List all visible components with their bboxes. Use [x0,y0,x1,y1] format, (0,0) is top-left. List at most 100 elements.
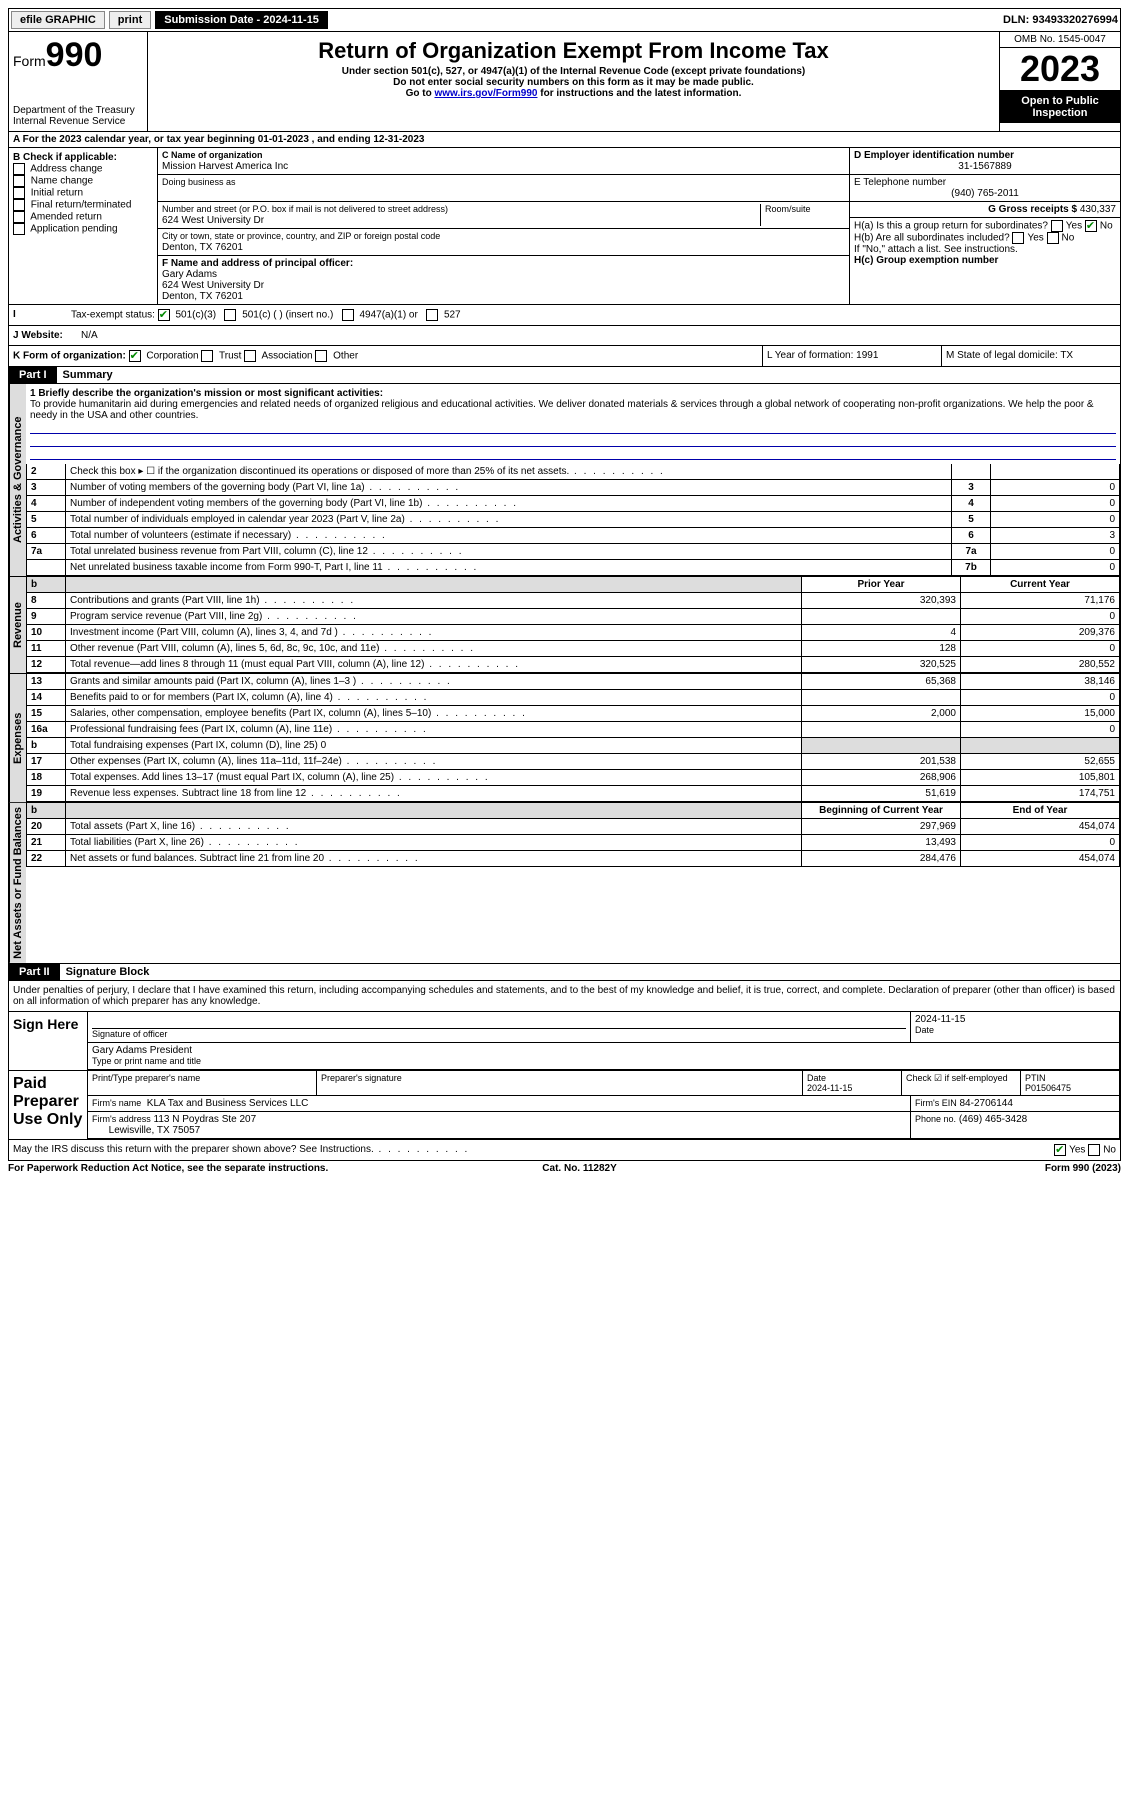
firm-name: KLA Tax and Business Services LLC [147,1098,309,1109]
form-footer: Form 990 (2023) [1045,1163,1121,1174]
financial-row: 10Investment income (Part VIII, column (… [27,625,1120,641]
financial-row: 13Grants and similar amounts paid (Part … [27,674,1120,690]
firm-addr2: Lewisville, TX 75057 [109,1125,201,1136]
checkbox-final-return-terminated: Final return/terminated [13,199,153,211]
dba-label: Doing business as [162,177,236,187]
street-address: 624 West University Dr [162,215,264,226]
part1-title: Summary [57,367,119,383]
col-b-header: B Check if applicable: [13,152,153,163]
financial-row: 17Other expenses (Part IX, column (A), l… [27,754,1120,770]
perjury-statement: Under penalties of perjury, I declare th… [8,981,1121,1012]
other-checkbox[interactable] [315,350,327,362]
summary-row: 4Number of independent voting members of… [27,496,1120,512]
discuss-no-checkbox[interactable] [1088,1144,1100,1156]
summary-row: 2Check this box ▸ ☐ if the organization … [27,464,1120,480]
501c-checkbox[interactable] [224,309,236,321]
prep-sig-hdr: Preparer's signature [317,1071,803,1095]
entity-info: B Check if applicable: Address change Na… [8,148,1121,305]
assoc-checkbox[interactable] [244,350,256,362]
501c3-checkbox[interactable] [158,309,170,321]
financial-row: 18Total expenses. Add lines 13–17 (must … [27,770,1120,786]
submission-date: Submission Date - 2024-11-15 [155,11,328,29]
corp-checkbox[interactable] [129,350,141,362]
ha-no-checkbox[interactable] [1085,220,1097,232]
ptin-value: P01506475 [1025,1083,1071,1093]
officer-name: Gary Adams [162,269,217,280]
irs-label: Internal Revenue Service [13,116,143,127]
gross-receipts: 430,337 [1080,204,1116,215]
part2-header: Part II [9,964,60,980]
goto-post: for instructions and the latest informat… [537,88,741,99]
self-employed-hdr: Check ☑ if self-employed [902,1071,1021,1095]
checkbox-name-change: Name change [13,175,153,187]
form-label: Form [13,53,46,69]
financial-section: RevenuebPrior YearCurrent Year8Contribut… [8,577,1121,674]
527-checkbox[interactable] [426,309,438,321]
ha-label: H(a) Is this a group return for subordin… [854,221,1048,232]
summary-row: Net unrelated business taxable income fr… [27,560,1120,576]
officer-addr2: Denton, TX 76201 [162,291,243,302]
firm-phone: (469) 465-3428 [959,1114,1027,1125]
financial-row: 19Revenue less expenses. Subtract line 1… [27,786,1120,802]
financial-row: 22Net assets or fund balances. Subtract … [27,851,1120,867]
4947-checkbox[interactable] [342,309,354,321]
financial-row: 16aProfessional fundraising fees (Part I… [27,722,1120,738]
part1-header: Part I [9,367,57,383]
financial-row: 14Benefits paid to or for members (Part … [27,690,1120,706]
discuss-yes-checkbox[interactable] [1054,1144,1066,1156]
room-label: Room/suite [760,204,845,226]
summary-table: 2Check this box ▸ ☐ if the organization … [26,464,1120,576]
city-label: City or town, state or province, country… [162,231,440,241]
date-label: Date [915,1025,934,1035]
print-button[interactable]: print [109,11,151,29]
phone-value: (940) 765-2011 [854,188,1116,199]
firm-addr1: 113 N Poydras Ste 207 [154,1114,257,1125]
checkbox-address-change: Address change [13,163,153,175]
ha-yes-checkbox[interactable] [1051,220,1063,232]
sig-officer-label: Signature of officer [92,1029,167,1039]
firm-ein: 84-2706144 [960,1098,1013,1109]
mission-label: 1 Briefly describe the organization's mi… [30,388,1116,399]
financial-row: 11Other revenue (Part VIII, column (A), … [27,641,1120,657]
discuss-question: May the IRS discuss this return with the… [13,1144,1054,1156]
financial-row: 12Total revenue—add lines 8 through 11 (… [27,657,1120,673]
form-number: 990 [46,36,103,74]
subtitle-1: Under section 501(c), 527, or 4947(a)(1)… [152,66,995,77]
hb-no-checkbox[interactable] [1047,232,1059,244]
name-title-label: Type or print name and title [92,1056,201,1066]
officer-label: F Name and address of principal officer: [162,258,353,269]
summary-row: 7aTotal unrelated business revenue from … [27,544,1120,560]
prep-name-hdr: Print/Type preparer's name [88,1071,317,1095]
trust-checkbox[interactable] [201,350,213,362]
hb-note: If "No," attach a list. See instructions… [854,244,1116,255]
side-revenue: Revenue [9,577,26,673]
officer-addr1: 624 West University Dr [162,280,264,291]
website-label: Website: [21,330,63,341]
side-expenses: Expenses [9,674,26,802]
financial-section: Net Assets or Fund BalancesbBeginning of… [8,803,1121,964]
form-header: Form990 Department of the Treasury Inter… [8,32,1121,132]
financial-row: 20Total assets (Part X, line 16)297,9694… [27,819,1120,835]
summary-row: 6Total number of volunteers (estimate if… [27,528,1120,544]
org-name: Mission Harvest America Inc [162,161,288,172]
sign-here-label: Sign Here [9,1012,88,1070]
side-activities: Activities & Governance [9,384,26,576]
tax-year: 2023 [1000,48,1120,91]
paperwork-notice: For Paperwork Reduction Act Notice, see … [8,1163,328,1174]
subtitle-2: Do not enter social security numbers on … [152,77,995,88]
top-bar: efile GRAPHIC print Submission Date - 20… [8,8,1121,32]
checkbox-amended-return: Amended return [13,211,153,223]
instructions-link[interactable]: www.irs.gov/Form990 [434,88,537,99]
ptin-hdr: PTIN [1025,1073,1046,1083]
row-a-taxyear: A For the 2023 calendar year, or tax yea… [8,132,1121,148]
hb-yes-checkbox[interactable] [1012,232,1024,244]
ein-label: D Employer identification number [854,150,1014,161]
signer-name: Gary Adams President [92,1045,192,1056]
dln: DLN: 93493320276994 [1003,14,1118,26]
financial-row: 21Total liabilities (Part X, line 26)13,… [27,835,1120,851]
tax-status-label: Tax-exempt status: [71,310,155,321]
state-domicile: M State of legal domicile: TX [941,346,1120,366]
side-net-assets-or-fund-balances: Net Assets or Fund Balances [9,803,26,963]
phone-label: E Telephone number [854,177,946,188]
gross-receipts-label: G Gross receipts $ [988,204,1077,215]
